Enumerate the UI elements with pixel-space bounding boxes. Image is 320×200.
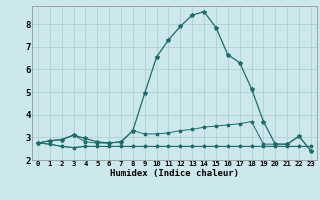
X-axis label: Humidex (Indice chaleur): Humidex (Indice chaleur) [110,169,239,178]
